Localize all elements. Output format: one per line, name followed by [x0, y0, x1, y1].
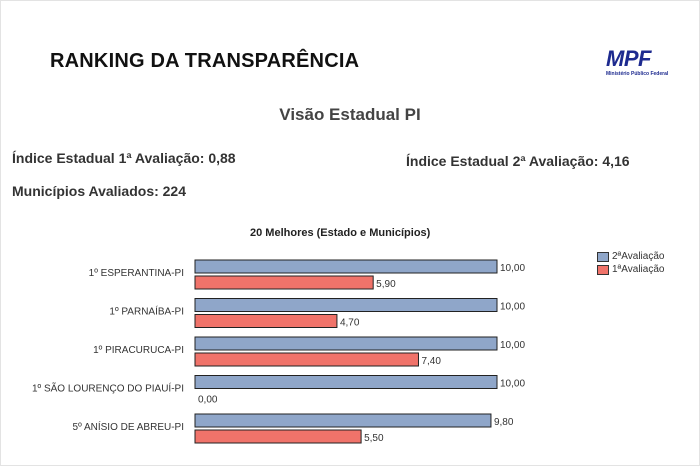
data-label: 7,40: [421, 356, 441, 367]
data-label: 5,90: [376, 279, 396, 290]
indice-2-avaliacao: Índice Estadual 2ª Avaliação: 4,16: [406, 153, 630, 169]
mpf-logo: MPF Ministério Público Federal: [606, 46, 669, 78]
legend-label-1a: 1ªAvaliação: [612, 264, 665, 275]
category-label: 1º ESPERANTINA-PI: [89, 268, 184, 279]
category-label: 5º ANÍSIO DE ABREU-PI: [73, 420, 184, 433]
page-title: RANKING DA TRANSPARÊNCIA: [50, 50, 360, 72]
legend-swatch-2a: [597, 251, 609, 262]
legend-item-2a: 2ªAvaliação: [597, 250, 664, 263]
category-label: 1º PARNAÍBA-PI: [109, 305, 184, 318]
data-label: 4,70: [340, 318, 360, 329]
municipios-avaliados: Municípios Avaliados: 224: [12, 183, 187, 199]
subtitle: Visão Estadual PI: [279, 105, 421, 124]
legend-item-1a: 1ªAvaliação: [597, 263, 664, 276]
logo-subtext: Ministério Público Federal: [606, 71, 669, 77]
data-label: 10,00: [500, 302, 525, 313]
data-label: 10,00: [500, 379, 525, 390]
bar-2a-avaliacao: [194, 259, 498, 274]
legend-label-2a: 2ªAvaliação: [612, 251, 665, 262]
chart-title: 20 Melhores (Estado e Municípios): [250, 227, 431, 239]
bar-1a-avaliacao: [194, 352, 419, 367]
data-label: 9,80: [494, 417, 514, 428]
indice-1-avaliacao: Índice Estadual 1ª Avaliação: 0,88: [12, 150, 236, 166]
bar-1a-avaliacao: [194, 275, 374, 290]
data-label: 0,00: [198, 395, 218, 406]
bar-1a-avaliacao: [194, 429, 362, 444]
data-label: 10,00: [500, 263, 525, 274]
logo-text: MPF: [606, 46, 651, 71]
data-label: 5,50: [364, 433, 384, 444]
bar-2a-avaliacao: [194, 375, 498, 389]
data-label: 10,00: [500, 340, 525, 351]
bar-2a-avaliacao: [194, 336, 498, 351]
category-label: 1º SÃO LOURENÇO DO PIAUÍ-PI: [32, 382, 184, 395]
bar-2a-avaliacao: [194, 298, 498, 312]
category-label: 1º PIRACURUCA-PI: [93, 345, 184, 356]
chart-legend: 2ªAvaliação 1ªAvaliação: [597, 250, 664, 276]
bar-1a-avaliacao: [194, 314, 338, 328]
bar-2a-avaliacao: [194, 413, 492, 428]
legend-swatch-1a: [597, 264, 609, 275]
